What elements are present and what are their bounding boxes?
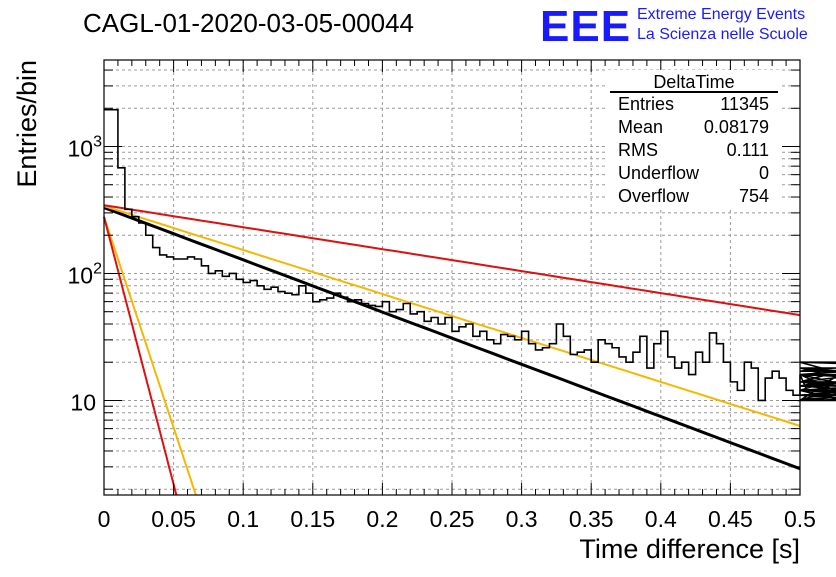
stats-row-value: 0.08179 [704,117,769,137]
x-tick-label: 0.2 [366,506,398,532]
fit-curve [103,204,801,317]
stats-row-label: Entries [618,94,674,114]
x-tick-label: 0.1 [227,506,259,532]
x-tick-label: 0.5 [784,506,816,532]
fit-curve [103,206,801,471]
y-tick-label: 10 [70,389,96,415]
fit-curve [103,216,178,496]
x-tick-label: 0.4 [645,506,677,532]
brand-line-1: Extreme Energy Events [637,6,806,23]
brand-text: Extreme Energy Events La Scienza nelle S… [637,5,808,45]
x-tick-label: 0.35 [569,506,614,532]
x-tick-label: 0.05 [151,506,196,532]
stats-row-value: 0 [759,163,769,183]
stats-box-title: DeltaTime [653,72,734,92]
fit-curve [103,216,197,496]
stats-row-label: Overflow [618,186,690,206]
x-tick-label: 0.25 [430,506,475,532]
stats-box-background [608,70,780,210]
axes: 0 0.05 0.1 0.15 0.2 0.25 0.3 0.35 0.4 0.45 0.5 10 10… [12,59,816,564]
x-tick-label: 0.15 [290,506,335,532]
stats-row-value: 0.111 [727,140,769,160]
x-axis-title: Time difference [s] [579,534,800,564]
x-tick-label: 0.3 [506,506,538,532]
stats-row-label: Mean [618,117,663,137]
x-tick-label: 0 [98,506,111,532]
eee-logo: EEE [540,2,632,51]
stats-row-label: RMS [618,140,658,160]
y-tick-label: 102 [68,260,103,288]
run-title: CAGL-01-2020-03-05-00044 [83,8,414,38]
stats-row-label: Underflow [618,163,700,183]
fit-curves [103,204,801,496]
x-tick-label: 0.45 [708,506,753,532]
stats-row-value: 11345 [720,94,769,114]
y-axis-title: Entries/bin [12,60,42,188]
stats-row-value: 754 [739,186,769,206]
brand-line-2: La Scienza nelle Scuole [637,26,808,43]
y-tick-label: 103 [68,133,103,161]
fit-curve [103,205,801,427]
